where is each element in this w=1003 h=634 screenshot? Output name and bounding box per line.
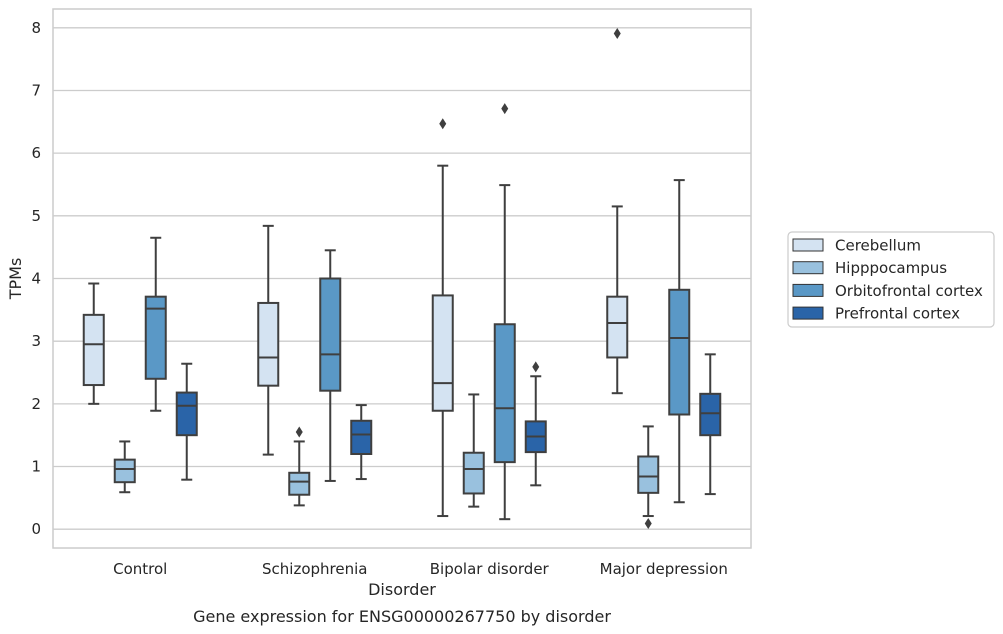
box-iqr (144, 295, 167, 380)
box-cerebellum-major-depression (606, 27, 629, 395)
box-iqr (350, 419, 373, 455)
y-axis-label: TPMs (6, 258, 25, 301)
y-tick-label: 2 (31, 395, 41, 413)
chart-caption: Gene expression for ENSG00000267750 by d… (193, 607, 611, 626)
outlier-point (295, 426, 303, 438)
plot-frame (52, 8, 752, 549)
legend-label: Hipppocampus (835, 259, 947, 277)
y-tick-label: 5 (31, 207, 41, 225)
legend-swatch (792, 306, 824, 320)
y-tick-label: 7 (31, 81, 41, 99)
legend-swatch (792, 261, 824, 275)
y-tick-label: 8 (31, 19, 41, 37)
box-iqr (288, 471, 311, 496)
box-hipppocampus-control (113, 440, 136, 494)
box-prefrontal-cortex-schizophrenia (350, 404, 373, 481)
legend-label: Orbitofrontal cortex (835, 282, 983, 300)
y-tick-label: 0 (31, 520, 41, 538)
x-axis-label: Disorder (368, 580, 436, 599)
y-tick-label: 1 (31, 458, 41, 476)
legend-swatch (792, 238, 824, 252)
box-iqr (668, 288, 691, 416)
x-tick-label: Major depression (600, 560, 728, 578)
outlier-point (644, 518, 652, 530)
outlier-point (501, 103, 509, 115)
box-iqr (699, 392, 722, 437)
box-plots (82, 27, 722, 530)
box-cerebellum-schizophrenia (257, 224, 280, 456)
box-prefrontal-cortex-control (175, 362, 198, 481)
legend-label: Cerebellum (835, 237, 921, 255)
y-tick-label: 4 (31, 270, 41, 288)
box-iqr (113, 458, 136, 484)
outlier-point (439, 118, 447, 130)
x-tick-label: Bipolar disorder (430, 560, 550, 578)
box-hipppocampus-major-depression (637, 425, 660, 530)
box-cerebellum-control (82, 282, 105, 405)
legend-swatch (792, 283, 824, 297)
box-prefrontal-cortex-bipolar-disorder (524, 361, 547, 487)
box-orbitofrontal-cortex-bipolar-disorder (493, 103, 516, 521)
box-iqr (493, 323, 516, 464)
legend-frame (787, 231, 995, 328)
x-tick-labels: Control Schizophrenia Bipolar disorder Majo… (113, 560, 728, 578)
box-iqr (319, 277, 342, 392)
box-iqr (431, 294, 454, 412)
legend-label: Prefrontal cortex (835, 305, 960, 323)
box-orbitofrontal-cortex-control (144, 236, 167, 412)
box-iqr (637, 455, 660, 494)
box-iqr (606, 295, 629, 359)
outlier-point (613, 27, 621, 39)
legend: Cerebellum Hipppocampus Orbitofrontal cort… (787, 231, 995, 328)
box-hipppocampus-bipolar-disorder (462, 393, 485, 508)
box-orbitofrontal-cortex-major-depression (668, 179, 691, 504)
x-tick-label: Schizophrenia (262, 560, 367, 578)
box-prefrontal-cortex-major-depression (699, 353, 722, 496)
box-cerebellum-bipolar-disorder (431, 118, 454, 518)
y-tick-label: 3 (31, 332, 41, 350)
box-hipppocampus-schizophrenia (288, 426, 311, 507)
box-iqr (82, 313, 105, 387)
x-tick-label: Control (113, 560, 167, 578)
box-iqr (462, 451, 485, 495)
box-iqr (257, 301, 280, 387)
grid-lines (53, 27, 751, 530)
box-iqr (175, 391, 198, 437)
y-tick-labels: 0 1 2 3 4 5 6 7 8 (31, 19, 41, 538)
box-orbitofrontal-cortex-schizophrenia (319, 249, 342, 482)
y-tick-label: 6 (31, 144, 41, 162)
outlier-point (532, 361, 540, 373)
